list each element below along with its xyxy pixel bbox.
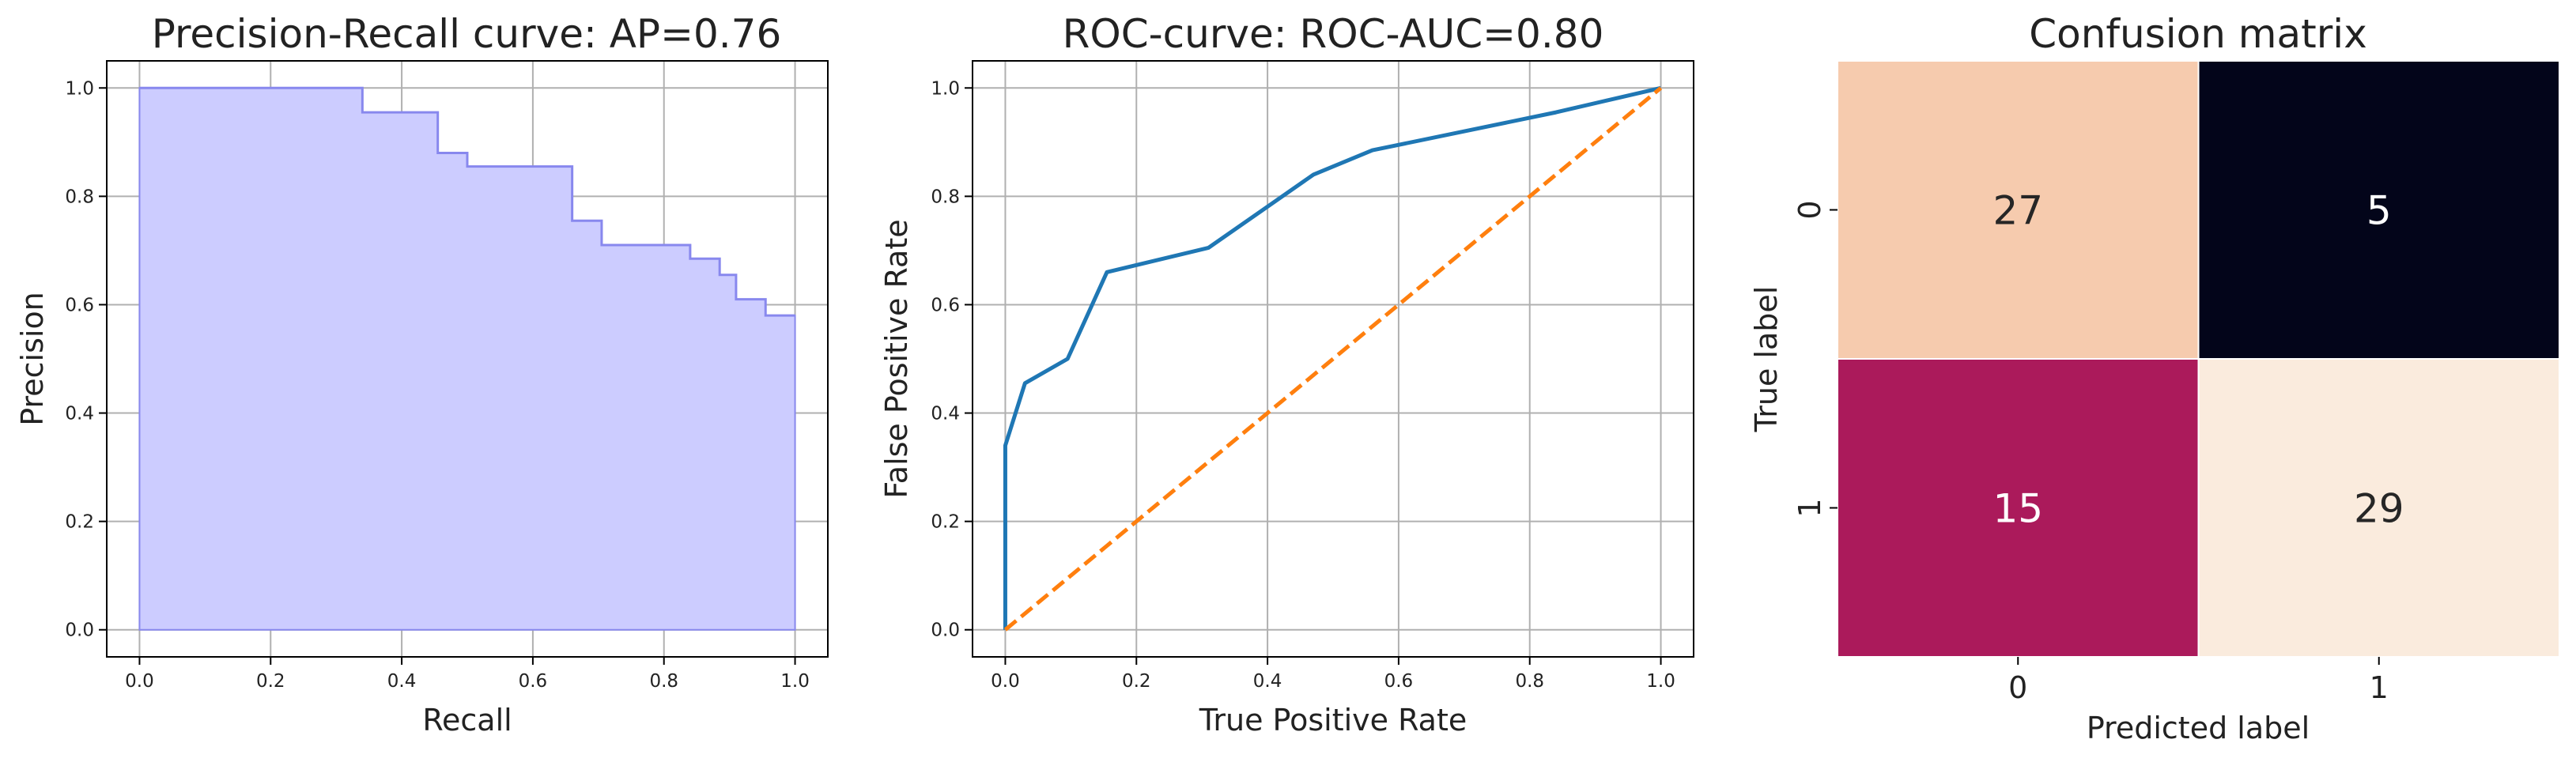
pr-xtick-label: 1.0 (780, 671, 810, 692)
roc-xtick-label: 1.0 (1646, 671, 1675, 692)
roc-xtick-label: 0.4 (1253, 671, 1282, 692)
roc-curve-line (1003, 85, 1662, 630)
roc-xtick-label: 0.8 (1515, 671, 1544, 692)
cm-ytick-label: 1 (1792, 498, 1827, 517)
roc-xtick-label: 0.6 (1384, 671, 1414, 692)
roc-ytick-label: 0.2 (931, 512, 960, 533)
roc-diagonal-line (1003, 86, 1663, 632)
roc-ytick-label: 0.6 (931, 295, 960, 315)
pr-ytick-label: 0.0 (65, 621, 94, 641)
cm-xtick-label: 0 (2008, 670, 2027, 705)
roc-ytick-label: 0.8 (931, 187, 960, 207)
roc-ytick-label: 0.4 (931, 404, 960, 424)
roc-xtick-label: 0.0 (991, 671, 1020, 692)
cm-xlabel: Predicted label (2087, 711, 2310, 745)
pr-title: Precision-Recall curve: AP=0.76 (152, 11, 782, 57)
pr-step-line (139, 86, 795, 317)
pr-xlabel: Recall (422, 703, 512, 737)
roc-xtick-label: 0.2 (1122, 671, 1151, 692)
cm-title: Confusion matrix (2029, 11, 2367, 57)
cm-cell-value: 15 (1992, 486, 2043, 532)
confusion-matrix-panel: Confusion matrix 27 5 15 29 0 1 0 1 Predicted … (1749, 11, 2560, 745)
cm-cell-value: 5 (2366, 188, 2392, 234)
roc-xlabel: True Positive Rate (1199, 703, 1467, 737)
cm-cell (2197, 60, 2560, 360)
pr-ytick-label: 0.4 (65, 404, 94, 424)
pr-ytick-label: 1.0 (65, 78, 94, 99)
cm-cell-value: 27 (1992, 188, 2043, 234)
pr-xtick-label: 0.2 (256, 671, 285, 692)
roc-ylabel: False Positive Rate (879, 219, 914, 498)
pr-ytick-label: 0.8 (65, 187, 94, 207)
pr-ticks: 0.0 0.2 0.4 0.6 0.8 1.0 0.0 0.2 0.4 0.6 0.8 1.0 (65, 78, 809, 692)
pr-xtick-label: 0.6 (519, 671, 548, 692)
pr-ytick-label: 0.2 (65, 512, 94, 533)
pr-ytick-label: 0.6 (65, 295, 94, 315)
cm-cell-value: 29 (2354, 486, 2404, 532)
roc-ytick-label: 1.0 (931, 78, 960, 99)
roc-title: ROC-curve: ROC-AUC=0.80 (1063, 11, 1604, 57)
cm-ylabel: True label (1749, 286, 1784, 433)
cm-xtick-label: 1 (2370, 670, 2389, 705)
roc-axes-frame (972, 60, 1694, 658)
roc-ytick-label: 0.0 (931, 621, 960, 641)
roc-lines (1003, 85, 1663, 632)
roc-ticks: 0.0 0.2 0.4 0.6 0.8 1.0 0.0 0.2 0.4 0.6 0.8 1.0 (931, 78, 1675, 692)
pr-area-fill (138, 87, 796, 631)
cm-ticks: 0 1 0 1 (1792, 200, 2389, 705)
pr-xtick-label: 0.4 (387, 671, 417, 692)
cm-cells: 27 5 15 29 (1837, 60, 2560, 658)
pr-curve-panel: Precision-Recall curve: AP=0.76 0.0 0.2 0.… (15, 11, 829, 737)
pr-axes-frame (106, 60, 829, 658)
cm-ytick-label: 0 (1792, 200, 1827, 219)
pr-xtick-label: 0.0 (125, 671, 154, 692)
roc-curve-panel: ROC-curve: ROC-AUC=0.80 0.0 0.2 0.4 0.6 0.8 1… (879, 11, 1694, 737)
pr-ylabel: Precision (15, 292, 50, 426)
cm-cell (1837, 358, 2200, 658)
pr-xtick-label: 0.8 (649, 671, 678, 692)
cm-cell (1837, 60, 2200, 360)
cm-cell (2197, 358, 2560, 658)
